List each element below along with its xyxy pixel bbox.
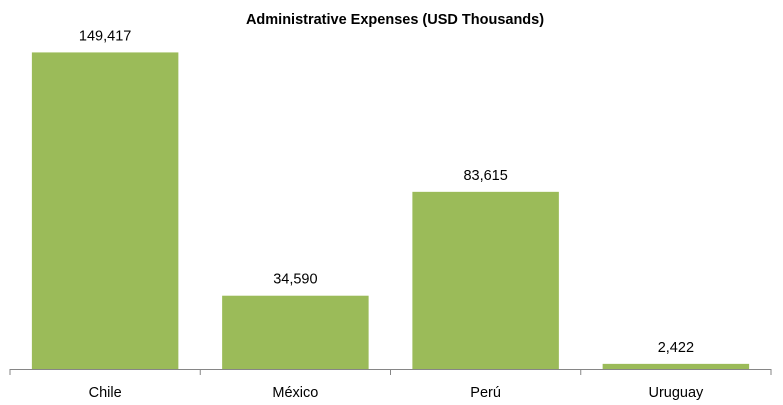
data-label-chile: 149,417 <box>79 28 131 44</box>
x-tick-label-uruguay: Uruguay <box>648 385 704 401</box>
chart-title: Administrative Expenses (USD Thousands) <box>246 12 544 28</box>
bar-peru <box>412 191 559 369</box>
data-labels-layer: 149,417 34,590 83,615 2,422 <box>79 28 694 355</box>
x-tick-label-peru: Perú <box>470 385 501 401</box>
x-tick-label-chile: Chile <box>89 385 122 401</box>
x-tick-label-mexico: México <box>272 385 318 401</box>
data-label-peru: 83,615 <box>463 168 507 184</box>
bars-layer <box>31 52 750 370</box>
x-tick-labels: Chile México Perú Uruguay <box>89 385 704 401</box>
bar-uruguay <box>602 363 750 369</box>
bar-chile <box>31 52 179 370</box>
bar-mexico <box>222 295 369 369</box>
data-label-mexico: 34,590 <box>273 272 317 288</box>
data-label-uruguay: 2,422 <box>658 340 694 356</box>
x-axis <box>9 369 772 375</box>
